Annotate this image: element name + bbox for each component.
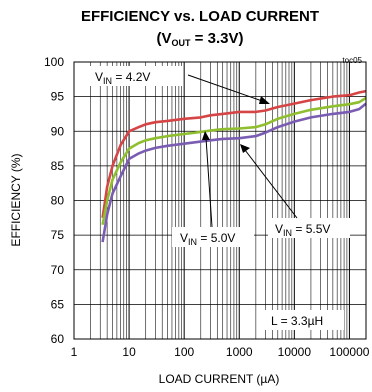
y-tick-label: 100: [44, 55, 64, 69]
grid: [73, 61, 367, 340]
series-label-vin-5-5-box: [268, 218, 350, 238]
x-tick-label: 100: [174, 345, 194, 359]
x-tick-label: 1: [71, 345, 78, 359]
series-label-vin-5-0-arrow: [202, 131, 210, 140]
series-label-vin-4-2-box: [90, 66, 182, 86]
x-axis-label: LOAD CURRENT (µA): [159, 372, 280, 386]
series-label-vin-5-5-arrow: [240, 144, 250, 153]
series-label-vin-4-2-leader: [187, 74, 266, 103]
series-label-vin-4-2: VIN = 4.2V: [90, 66, 270, 104]
y-tick-label: 85: [51, 159, 65, 173]
series-label-vin-5-0: VIN = 5.0V: [172, 131, 254, 247]
x-tick-label: 1000: [226, 345, 253, 359]
series-line-1: [101, 96, 367, 225]
inductor-note-box: [264, 310, 344, 330]
series-label-vin-4-2-arrow: [259, 96, 270, 104]
series-line-0: [101, 89, 367, 218]
series-label-vin-4-2-text: VIN = 4.2V: [95, 70, 150, 86]
series-line-2: [101, 102, 367, 243]
series-label-vin-5-5-text: VIN = 5.5V: [275, 222, 330, 238]
series-label-vin-5-0-box: [172, 227, 254, 247]
y-tick-label: 60: [51, 332, 65, 346]
y-tick-label: 65: [51, 297, 65, 311]
y-tick-label: 80: [51, 194, 65, 208]
series-label-vin-5-5: VIN = 5.5V: [240, 144, 350, 238]
tick-labels: 1 10 100 1000 10000 100000 60 65 70 75 80 85 90 95 100: [44, 55, 370, 359]
x-tick-label: 10: [122, 345, 136, 359]
chart-title: EFFICIENCY vs. LOAD CURRENT: [81, 8, 319, 25]
x-tick-label: 100000: [329, 345, 369, 359]
y-axis-label: EFFICIENCY (%): [9, 153, 23, 246]
series-label-vin-5-0-leader: [205, 137, 213, 228]
series-label-vin-5-0-text: VIN = 5.0V: [180, 231, 235, 247]
y-tick-label: 75: [51, 228, 65, 242]
inductor-note-text: L = 3.3µH: [271, 314, 323, 328]
y-tick-label: 95: [51, 90, 65, 104]
x-tick-label: 10000: [278, 345, 312, 359]
plot-frame: [73, 61, 367, 340]
y-tick-label: 70: [51, 263, 65, 277]
chart-subtitle: (VOUT = 3.3V): [157, 30, 244, 48]
series-label-vin-5-5-leader: [244, 149, 298, 219]
y-tick-label: 90: [51, 124, 65, 138]
inductor-note: L = 3.3µH: [264, 310, 344, 330]
series-lines: [101, 89, 367, 243]
chart-tag: toc05: [342, 56, 362, 65]
